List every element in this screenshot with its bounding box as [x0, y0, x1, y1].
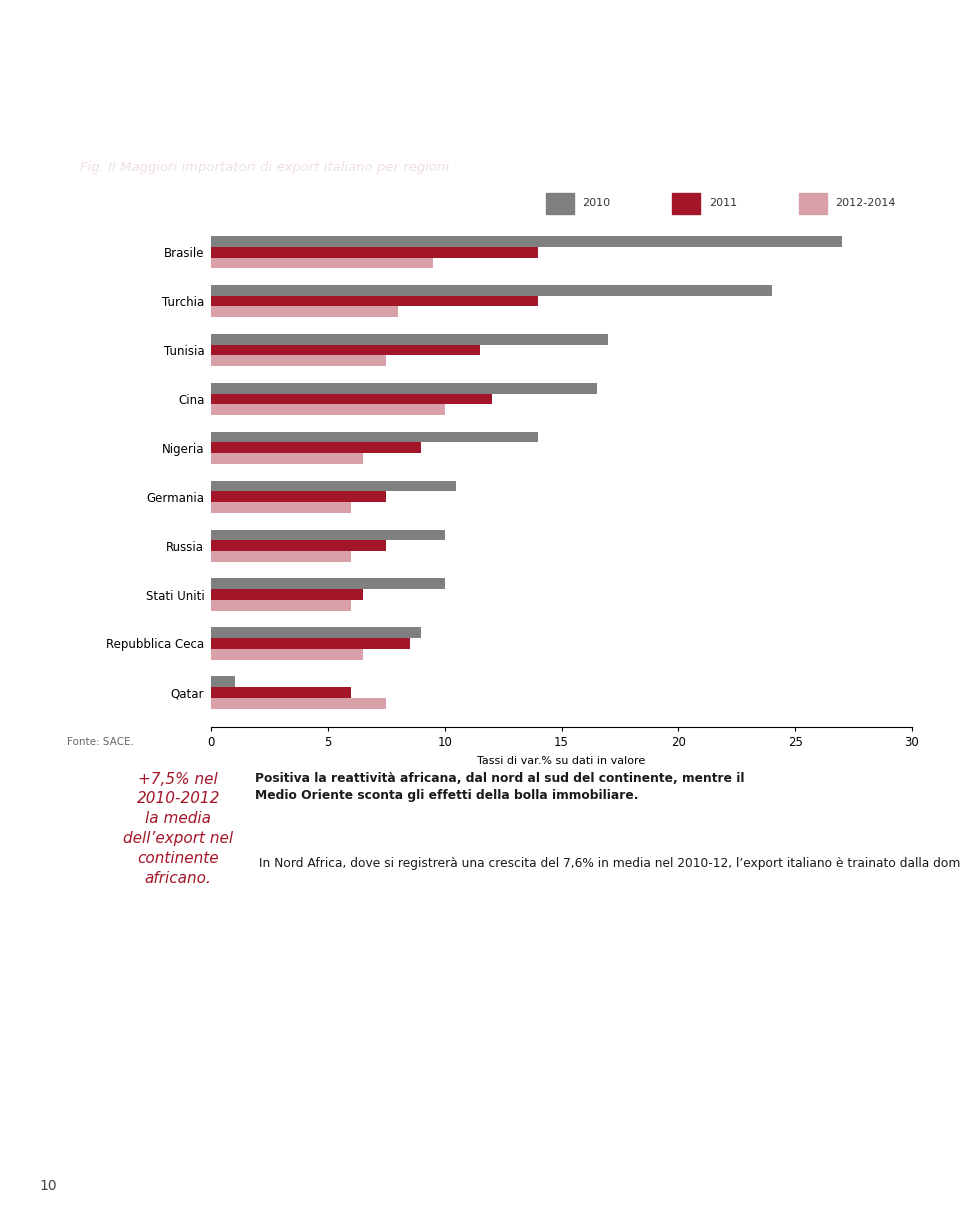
Bar [211, 698, 386, 708]
Bar [211, 529, 444, 540]
Bar [211, 236, 842, 247]
Bar [211, 404, 444, 415]
Bar [211, 285, 772, 295]
Bar [211, 258, 433, 269]
Bar [211, 638, 410, 649]
Bar [211, 579, 444, 590]
Bar [211, 345, 480, 355]
Bar [211, 334, 609, 345]
Text: +7,5% nel
2010-2012
la media
dell’export nel
continente
africano.: +7,5% nel 2010-2012 la media dell’export… [123, 771, 233, 885]
X-axis label: Tassi di var.% su dati in valore: Tassi di var.% su dati in valore [477, 756, 646, 765]
Bar [211, 453, 363, 464]
Bar [211, 492, 386, 503]
Text: 10: 10 [39, 1178, 57, 1193]
Bar [211, 649, 363, 660]
Text: 2012-2014: 2012-2014 [835, 199, 896, 208]
Bar [211, 599, 351, 610]
Text: Fig. II Maggiori importatori di export italiano per regioni: Fig. II Maggiori importatori di export i… [80, 161, 449, 173]
Bar [211, 247, 539, 258]
Text: Fonte: SACE.: Fonte: SACE. [67, 737, 134, 747]
Bar [211, 306, 398, 317]
Bar [211, 590, 363, 599]
Bar [545, 194, 574, 213]
Bar [211, 431, 539, 442]
Bar [672, 194, 700, 213]
Bar [211, 442, 421, 453]
Text: 1.   EXECUTIVE SUMMARY: 1. EXECUTIVE SUMMARY [53, 56, 452, 84]
Bar [799, 194, 827, 213]
Bar [211, 355, 386, 366]
Bar [211, 383, 596, 394]
Bar [211, 503, 351, 513]
Bar [211, 676, 234, 687]
Bar [211, 551, 351, 562]
Bar [211, 687, 351, 698]
Bar [211, 627, 421, 638]
Text: 2010: 2010 [583, 199, 611, 208]
Bar [211, 394, 492, 404]
Bar [211, 540, 386, 551]
Bar [211, 295, 539, 306]
Bar [211, 481, 457, 492]
Text: 2011: 2011 [708, 199, 737, 208]
Text: Positiva la reattività africana, dal nord al sud del continente, mentre il
Medio: Positiva la reattività africana, dal nor… [255, 771, 745, 802]
Text: In Nord Africa, dove si registrerà una crescita del 7,6% in media nel 2010-12, l: In Nord Africa, dove si registrerà una c… [255, 857, 960, 869]
